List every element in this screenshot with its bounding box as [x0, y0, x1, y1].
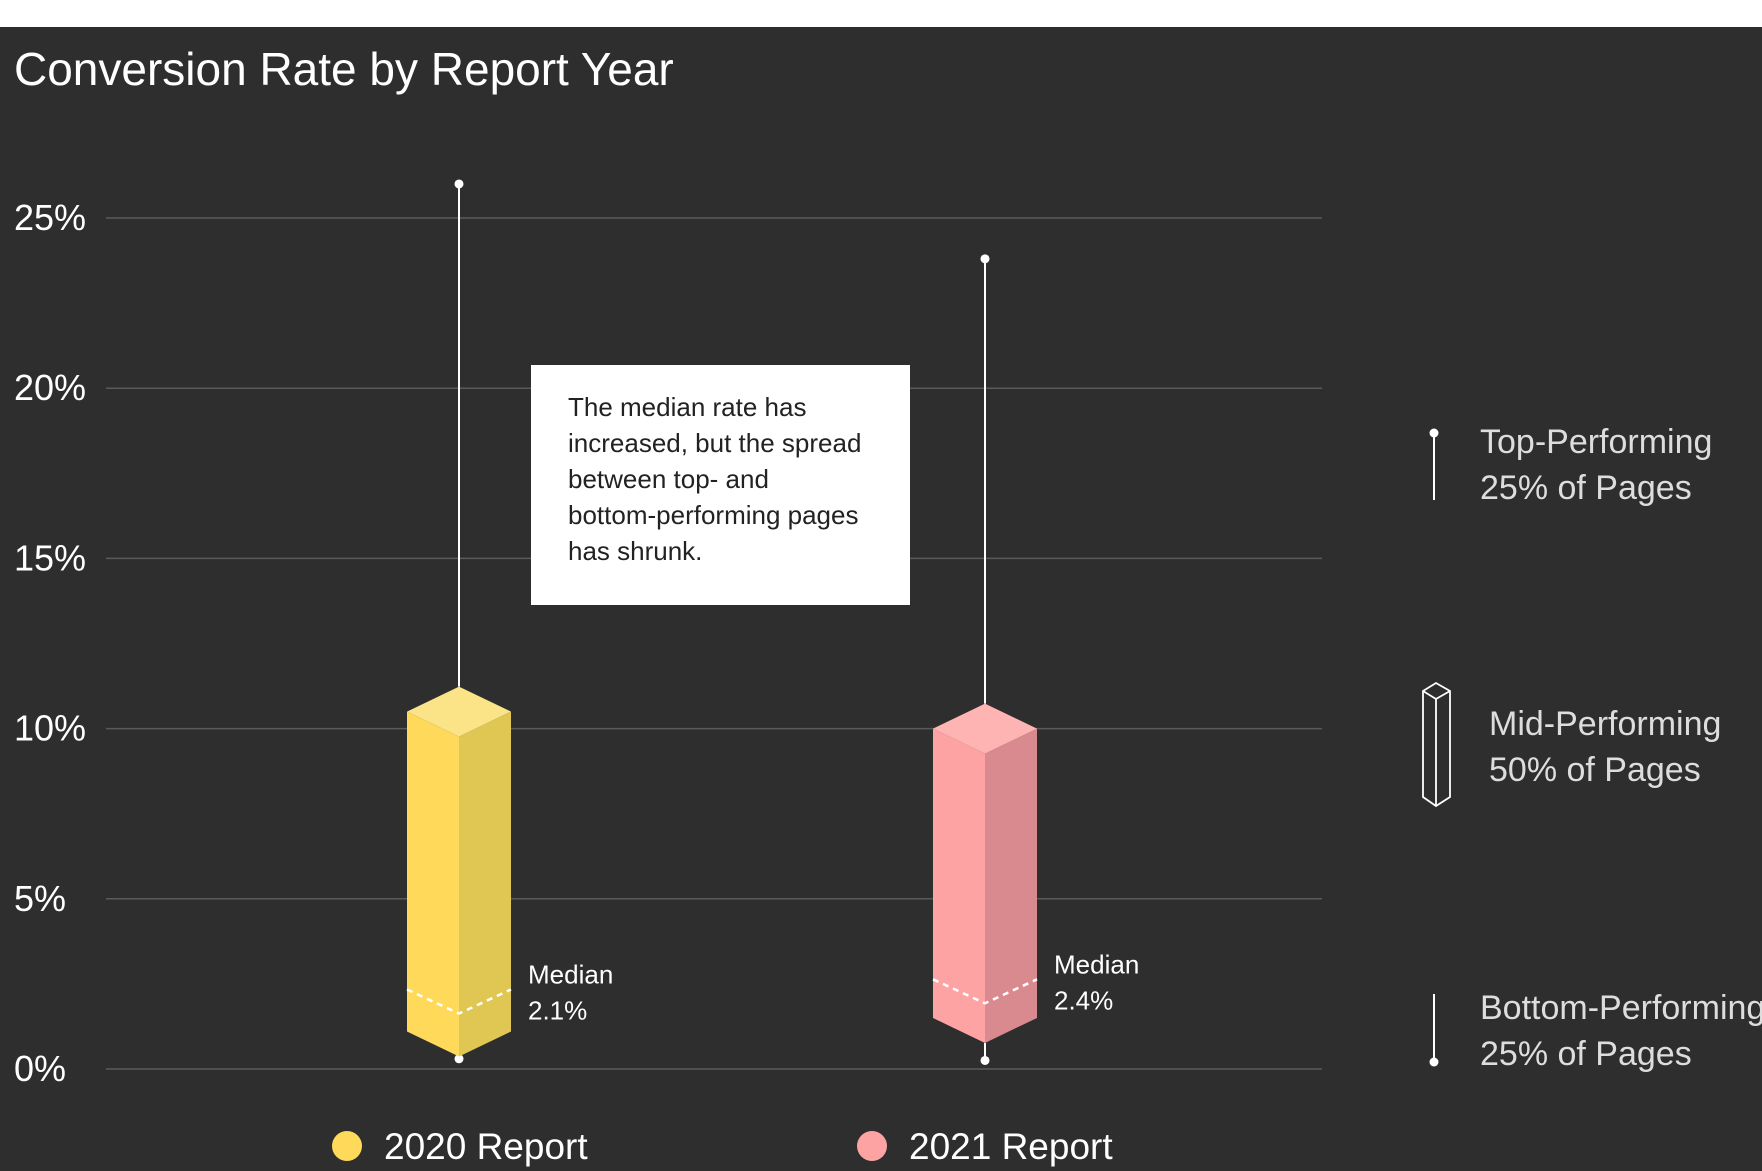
median-line	[406, 988, 512, 1015]
key-bottom-label: Bottom-Performing	[1480, 989, 1762, 1027]
whisker-bottom-cap	[454, 1054, 464, 1064]
annotation-line: bottom-performing pages	[568, 500, 858, 530]
grid-layer	[106, 217, 1322, 1070]
box-right-face	[985, 728, 1037, 1043]
legend-label-2021: 2021 Report	[909, 1126, 1113, 1167]
whisker-top-cap	[454, 179, 464, 189]
annotation-line: has shrunk.	[568, 536, 702, 566]
key-top-label: Top-Performing	[1480, 423, 1712, 461]
whisker-top-cap	[980, 254, 990, 264]
annotation-line: The median rate has	[568, 392, 806, 422]
key: Top-Performing 25% of Pages Mid-Performi…	[1422, 423, 1762, 1073]
y-tick-label: 25%	[14, 197, 86, 238]
box-left-face	[407, 711, 459, 1057]
key-bottom-icon	[1429, 994, 1439, 1067]
box-left-face	[933, 728, 985, 1043]
y-tick-label: 5%	[14, 878, 66, 919]
annotation-line: increased, but the spread	[568, 428, 861, 458]
annotation-box: The median rate has increased, but the s…	[531, 365, 910, 605]
median-value: 2.4%	[1054, 985, 1113, 1015]
median-value: 2.1%	[528, 996, 587, 1026]
legend: 2020 Report 2021 Report	[332, 1126, 1113, 1167]
y-tick-label: 15%	[14, 537, 86, 578]
y-tick-label: 0%	[14, 1048, 66, 1089]
box-1: Median 2.4%	[932, 254, 1139, 1065]
key-mid-sub: 50% of Pages	[1489, 751, 1701, 789]
box-top-face	[407, 686, 511, 737]
box-top-face	[933, 703, 1037, 754]
y-axis: 0% 5% 10% 15% 20% 25%	[14, 197, 86, 1089]
key-mid-icon	[1422, 681, 1451, 808]
boxes-layer: Median 2.1% Median 2.4%	[406, 179, 1139, 1065]
chart-panel: Conversion Rate by Report Year 0% 5% 10% 15…	[0, 27, 1762, 1171]
legend-label-2020: 2020 Report	[384, 1126, 588, 1167]
y-tick-label: 20%	[14, 367, 86, 408]
annotation-background	[531, 365, 910, 605]
whisker-bottom-cap	[980, 1055, 990, 1065]
key-mid-label: Mid-Performing	[1489, 705, 1721, 743]
median-line	[932, 978, 1038, 1005]
box-right-face	[459, 711, 511, 1057]
key-bottom-sub: 25% of Pages	[1480, 1035, 1692, 1073]
annotation-line: between top- and	[568, 464, 769, 494]
box-0: Median 2.1%	[406, 179, 613, 1064]
key-top-sub: 25% of Pages	[1480, 469, 1692, 507]
legend-swatch-2020	[332, 1131, 362, 1161]
median-label: Median	[1054, 949, 1139, 979]
key-top-icon	[1429, 428, 1439, 500]
chart-title: Conversion Rate by Report Year	[14, 43, 674, 95]
legend-swatch-2021	[857, 1131, 887, 1161]
median-label: Median	[528, 960, 613, 990]
chart-svg: Conversion Rate by Report Year 0% 5% 10% 15…	[14, 43, 1762, 1167]
y-tick-label: 10%	[14, 708, 86, 749]
